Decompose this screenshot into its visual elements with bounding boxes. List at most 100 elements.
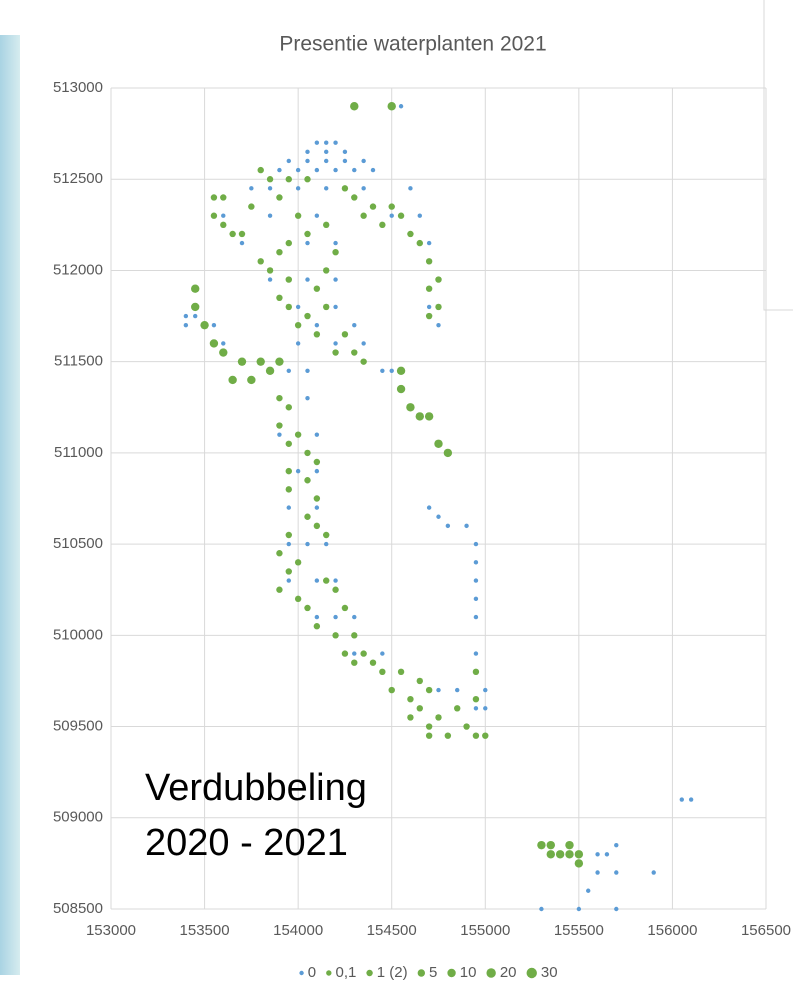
data-point	[586, 888, 591, 893]
data-point	[200, 320, 209, 330]
data-point	[387, 102, 396, 111]
data-point	[183, 322, 189, 328]
data-point	[424, 412, 434, 421]
data-point	[314, 322, 320, 328]
data-point	[267, 186, 273, 191]
data-point	[435, 276, 442, 283]
data-point	[285, 486, 292, 493]
data-point	[473, 614, 479, 620]
inset-chart	[763, 0, 793, 311]
data-point	[333, 578, 338, 583]
data-point	[332, 586, 339, 593]
data-point	[277, 167, 282, 173]
data-point	[286, 541, 291, 547]
data-point	[397, 212, 405, 219]
data-point	[305, 541, 310, 547]
data-point	[369, 659, 377, 666]
legend-label: 5	[429, 964, 437, 981]
data-point	[219, 348, 228, 357]
data-point	[415, 412, 424, 421]
data-point	[257, 166, 264, 174]
data-point	[323, 221, 330, 229]
y-tick-label: 511500	[54, 353, 103, 370]
data-point	[396, 384, 406, 394]
data-point	[614, 906, 619, 912]
data-point	[305, 395, 310, 401]
data-point	[295, 167, 301, 173]
data-point	[483, 687, 488, 693]
x-tick-label: 155500	[554, 922, 604, 939]
data-point	[436, 514, 441, 519]
data-point	[425, 686, 433, 694]
data-point	[276, 249, 283, 256]
legend-marker	[447, 968, 456, 978]
data-point	[229, 230, 236, 238]
data-point	[435, 303, 442, 311]
data-point	[426, 304, 432, 310]
data-point	[305, 277, 310, 282]
data-point	[416, 677, 423, 685]
data-point	[396, 366, 406, 375]
legend-label: 20	[500, 964, 517, 981]
legend-label: 0	[308, 964, 316, 981]
data-point	[314, 213, 320, 218]
data-point	[305, 368, 310, 373]
data-point	[294, 595, 302, 603]
data-point	[604, 852, 610, 857]
data-point	[304, 449, 311, 457]
data-point	[257, 258, 264, 265]
data-point	[304, 176, 311, 183]
y-tick-label: 513000	[53, 79, 103, 96]
data-point	[426, 240, 432, 246]
data-point	[436, 687, 441, 693]
data-point	[294, 559, 302, 566]
data-point	[352, 651, 357, 656]
data-point	[220, 221, 227, 229]
data-point	[333, 614, 338, 620]
data-point	[546, 840, 555, 850]
legend-label: 30	[541, 964, 558, 981]
data-point	[276, 294, 283, 302]
data-point	[595, 852, 600, 857]
data-point	[294, 321, 302, 329]
data-point	[482, 732, 489, 739]
data-point	[313, 285, 321, 292]
data-point	[555, 850, 565, 859]
x-tick-label: 156500	[741, 922, 791, 939]
data-point	[304, 604, 311, 612]
data-point	[210, 194, 218, 201]
data-point	[360, 358, 367, 365]
data-point	[286, 158, 291, 164]
data-point	[286, 505, 291, 510]
data-point	[239, 240, 245, 246]
y-tick-label: 509000	[53, 809, 103, 826]
x-tick-label: 153500	[180, 922, 230, 939]
data-point	[304, 477, 311, 484]
data-point	[341, 331, 349, 338]
data-point	[304, 312, 311, 320]
data-point	[333, 167, 338, 173]
data-point	[295, 468, 301, 474]
map-strip	[0, 35, 20, 975]
data-point	[546, 850, 555, 859]
data-point	[397, 668, 405, 676]
legend-marker	[299, 970, 304, 976]
y-tick-label: 509500	[53, 718, 103, 735]
legend-marker	[326, 970, 332, 976]
data-point	[294, 212, 302, 219]
data-point	[342, 149, 348, 155]
legend-label: 10	[460, 964, 477, 981]
data-point	[276, 422, 283, 429]
data-point	[323, 303, 330, 311]
data-point	[265, 366, 275, 375]
plot-area: 508500 509000 509500 510000 510500 511000 5115…	[53, 79, 791, 939]
data-point	[443, 448, 453, 458]
data-point	[434, 439, 443, 448]
y-tick-label: 512500	[53, 170, 103, 187]
data-point	[256, 357, 265, 366]
data-point	[314, 432, 320, 437]
data-point	[238, 230, 246, 238]
data-point	[266, 176, 274, 183]
y-tick-label: 510500	[53, 535, 103, 552]
data-point	[389, 213, 394, 218]
